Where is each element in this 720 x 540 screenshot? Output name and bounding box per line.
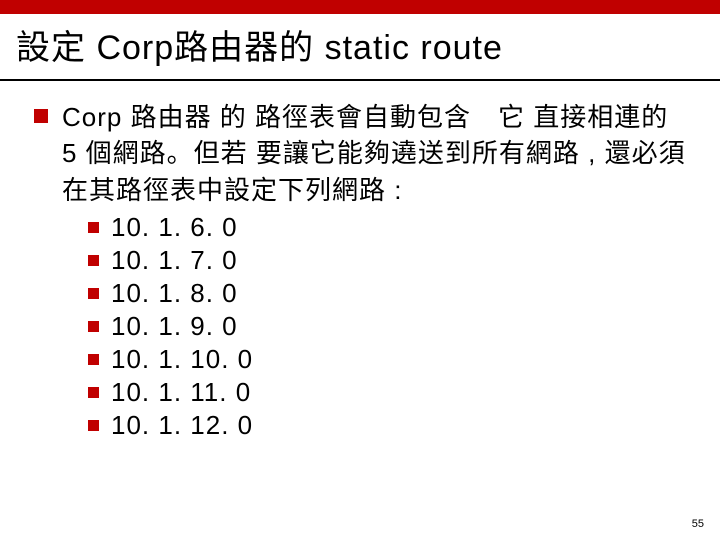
square-bullet-icon [34, 109, 48, 123]
square-bullet-icon [88, 354, 99, 365]
sub-bullet-text: 10. 1. 10. 0 [111, 344, 253, 375]
main-bullet-text: Corp 路由器 的 路徑表會自動包含 它 直接相連的 5 個網路。但若 要讓它… [62, 99, 686, 208]
square-bullet-icon [88, 420, 99, 431]
square-bullet-icon [88, 387, 99, 398]
square-bullet-icon [88, 288, 99, 299]
sub-bullet-text: 10. 1. 11. 0 [111, 377, 251, 408]
sub-bullet-text: 10. 1. 6. 0 [111, 212, 238, 243]
page-number: 55 [692, 518, 704, 530]
sub-bullet-item: 10. 1. 11. 0 [88, 377, 686, 408]
sub-bullet-list: 10. 1. 6. 0 10. 1. 7. 0 10. 1. 8. 0 10. … [88, 212, 686, 441]
sub-bullet-item: 10. 1. 12. 0 [88, 410, 686, 441]
slide-content: Corp 路由器 的 路徑表會自動包含 它 直接相連的 5 個網路。但若 要讓它… [0, 99, 720, 441]
sub-bullet-item: 10. 1. 10. 0 [88, 344, 686, 375]
sub-bullet-item: 10. 1. 7. 0 [88, 245, 686, 276]
sub-bullet-item: 10. 1. 6. 0 [88, 212, 686, 243]
sub-bullet-text: 10. 1. 12. 0 [111, 410, 253, 441]
sub-bullet-text: 10. 1. 8. 0 [111, 278, 238, 309]
sub-bullet-item: 10. 1. 8. 0 [88, 278, 686, 309]
square-bullet-icon [88, 255, 99, 266]
square-bullet-icon [88, 222, 99, 233]
header-accent-bar [0, 0, 720, 14]
slide-title: 設定 Corp路由器的 static route [0, 14, 720, 81]
sub-bullet-text: 10. 1. 9. 0 [111, 311, 238, 342]
square-bullet-icon [88, 321, 99, 332]
sub-bullet-item: 10. 1. 9. 0 [88, 311, 686, 342]
sub-bullet-text: 10. 1. 7. 0 [111, 245, 238, 276]
main-bullet-item: Corp 路由器 的 路徑表會自動包含 它 直接相連的 5 個網路。但若 要讓它… [34, 99, 686, 208]
